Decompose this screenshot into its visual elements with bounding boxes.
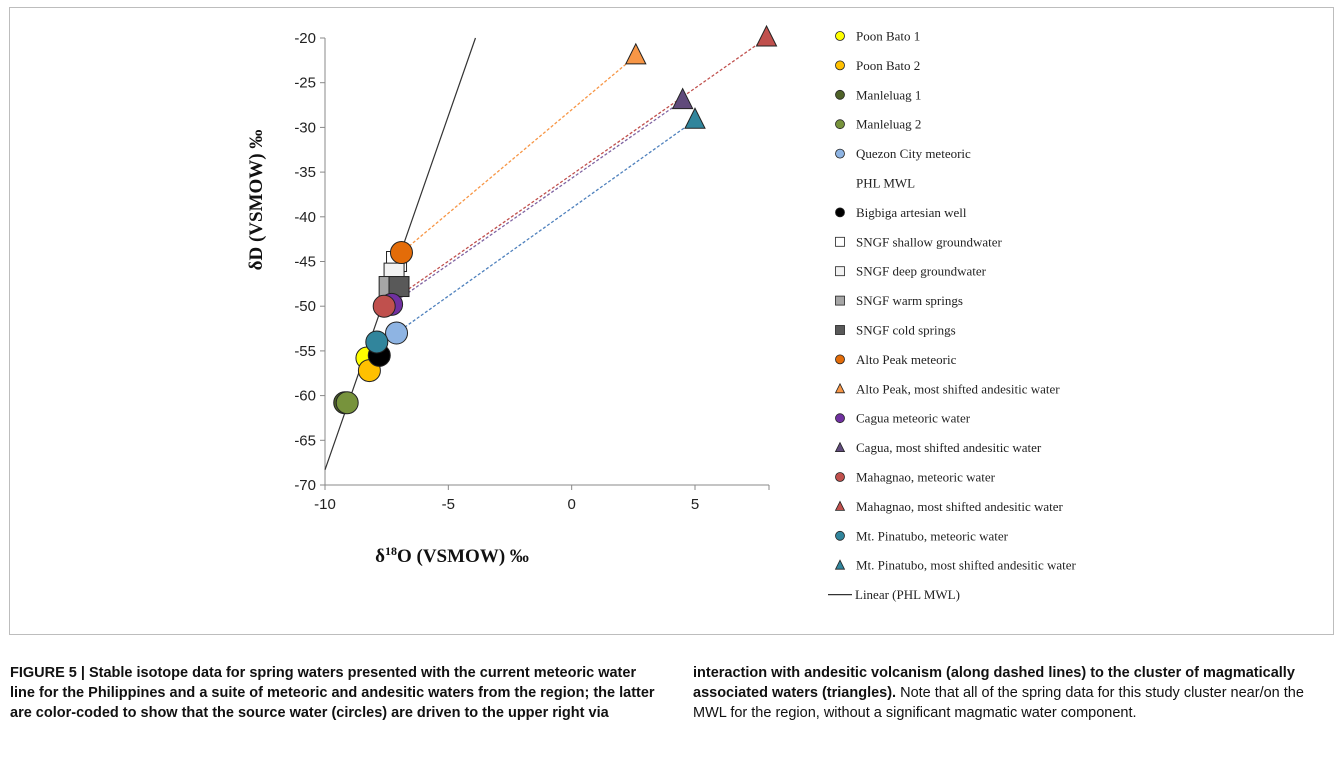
- legend-marker-square: [835, 325, 845, 335]
- legend-label: Quezon City meteoric: [856, 146, 971, 161]
- legend-marker-circle: [835, 354, 845, 365]
- legend-label: Poon Bato 2: [856, 58, 920, 73]
- legend-label: Manleluag 1: [856, 87, 921, 102]
- mixing-line: [396, 119, 696, 334]
- legend-label: Cagua, most shifted andesitic water: [856, 440, 1042, 455]
- y-tick-label: -65: [294, 432, 316, 449]
- legend-label: Mt. Pinatubo, meteoric water: [856, 528, 1009, 543]
- y-tick-label: -40: [294, 209, 316, 226]
- legend-label: Manleluag 2: [856, 117, 921, 132]
- data-point-triangle: [684, 107, 706, 129]
- tick-labels: -20-25-30-35-40-45-50-55-60-65-70-10 -5 0 5: [294, 30, 699, 513]
- legend-label: Alto Peak, most shifted andesitic water: [856, 381, 1060, 396]
- x-tick-label: -5: [442, 496, 455, 513]
- legend-label: Linear (PHL MWL): [855, 587, 960, 602]
- legend-marker-square: [835, 236, 845, 247]
- chart-axes: [320, 37, 770, 490]
- caption-right-bold: interaction with andesitic volcanism (al…: [693, 665, 1295, 701]
- legend-label: Alto Peak meteoric: [856, 352, 957, 367]
- y-tick-label: -60: [294, 388, 316, 405]
- legend-label: Mt. Pinatubo, most shifted andesitic wat…: [856, 558, 1077, 573]
- legend-marker-triangle: [834, 500, 846, 511]
- legend-marker-circle: [835, 207, 845, 218]
- legend-marker-circle: [835, 31, 845, 41]
- x-tick-label: 5: [691, 496, 699, 513]
- x-axis-title: δ18O (VSMOW) ‰: [375, 544, 529, 567]
- y-tick-label: -20: [294, 30, 316, 47]
- legend-marker-circle: [835, 60, 845, 71]
- y-axis-title: δD (VSMOW) ‰: [246, 130, 267, 271]
- legend-marker-triangle: [834, 382, 846, 394]
- mixing-line: [383, 37, 767, 307]
- caption-right-text: Note that all of the spring data for thi…: [693, 685, 1304, 721]
- legend: Poon Bato 1 Poon Bato 2 Manleluag 1 Manlelu…: [828, 29, 1077, 602]
- data-point-circle: [385, 321, 409, 345]
- legend-label: SNGF warm springs: [856, 293, 963, 308]
- data-point-triangle: [671, 87, 694, 110]
- legend-label: SNGF shallow groundwater: [856, 234, 1003, 249]
- legend-marker-circle: [835, 472, 845, 482]
- y-tick-label: -55: [294, 343, 316, 360]
- legend-label: Mahagnao, meteoric water: [856, 470, 996, 485]
- legend-marker-triangle: [834, 559, 846, 570]
- legend-label: SNGF deep groundwater: [856, 264, 987, 279]
- legend-label: Cagua meteoric water: [856, 411, 971, 426]
- figure-frame: [9, 7, 1334, 635]
- data-points: [333, 24, 778, 415]
- legend-marker-circle: [835, 530, 845, 541]
- legend-label: SNGF cold springs: [856, 323, 956, 338]
- data-point-circle: [365, 330, 389, 354]
- y-tick-label: -25: [294, 75, 316, 92]
- caption-right: interaction with andesitic volcanism (al…: [693, 663, 1333, 723]
- y-tick-label: -45: [294, 254, 316, 271]
- legend-marker-square: [835, 266, 845, 277]
- data-point-circle: [335, 391, 359, 415]
- legend-marker-circle: [835, 148, 845, 159]
- legend-marker-circle: [835, 119, 845, 130]
- y-tick-label: -70: [294, 477, 316, 494]
- mixing-line: [391, 100, 684, 305]
- legend-marker-triangle: [834, 441, 846, 453]
- caption-left: FIGURE 5 | Stable isotope data for sprin…: [10, 663, 655, 723]
- legend-label: Mahagnao, most shifted andesitic water: [856, 499, 1064, 514]
- scatter-chart: -20-25-30-35-40-45-50-55-60-65-70-10 -5 0 5…: [246, 24, 1077, 602]
- mixing-line: [401, 55, 637, 254]
- data-point-triangle: [624, 42, 647, 65]
- y-tick-label: -50: [294, 298, 316, 315]
- legend-marker-square: [835, 295, 845, 306]
- x-tick-label: -10: [314, 496, 336, 513]
- legend-label: Bigbiga artesian well: [856, 205, 967, 220]
- data-point-triangle: [755, 24, 778, 47]
- y-tick-label: -30: [294, 119, 316, 136]
- x-tick-label: 0: [567, 496, 575, 513]
- legend-marker-circle: [835, 413, 845, 424]
- legend-label: Poon Bato 1: [856, 29, 920, 44]
- data-point-circle: [372, 294, 396, 318]
- data-point-circle: [389, 241, 413, 265]
- y-tick-label: -35: [294, 164, 316, 181]
- caption-left-text: FIGURE 5 | Stable isotope data for sprin…: [10, 665, 655, 721]
- legend-label: PHL MWL: [856, 176, 915, 191]
- legend-marker-circle: [835, 89, 845, 100]
